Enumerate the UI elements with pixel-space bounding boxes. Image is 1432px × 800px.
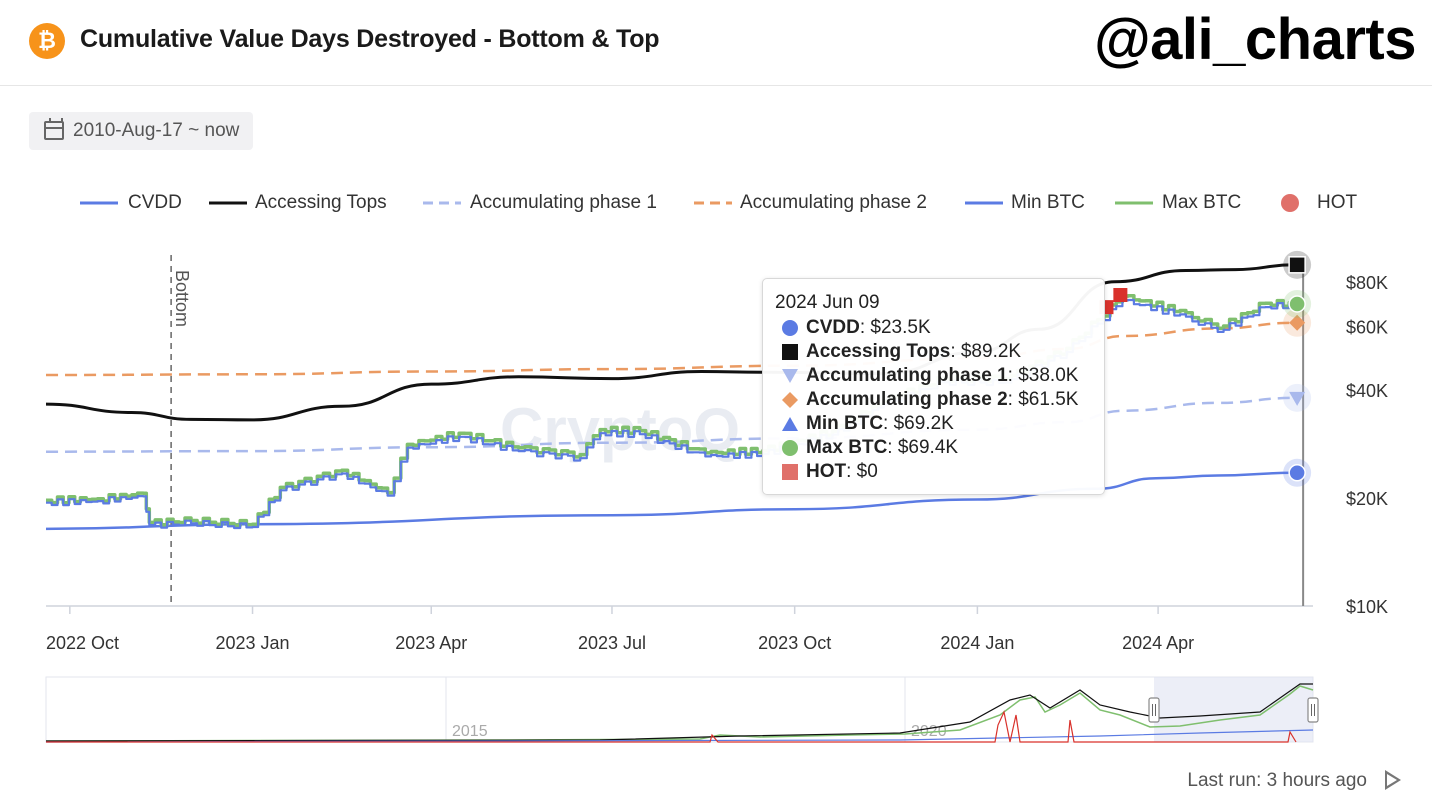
tooltip-series-name: Accessing Tops (806, 341, 951, 362)
navigator-hot-line (46, 710, 1297, 743)
header: ₿ Cumulative Value Days Destroyed - Bott… (0, 0, 1432, 86)
x-tick-label: 2022 Oct (46, 633, 119, 653)
navigator-handle[interactable] (1148, 697, 1160, 723)
navigator-tops-line (45, 683, 1313, 742)
tooltip-series-value: : $69.2K (883, 413, 954, 434)
endpoint-marker (1289, 314, 1306, 331)
tooltip-series-value: : $23.5K (859, 317, 931, 338)
last-run-status: Last run: 3 hours ago (1187, 770, 1367, 791)
triangle-up-marker-icon (782, 417, 798, 431)
x-tick-label: 2023 Apr (395, 633, 467, 653)
legend-label: Accumulating phase 1 (470, 192, 657, 213)
y-tick-label: $60K (1346, 318, 1388, 338)
endpoint-marker (1289, 391, 1306, 406)
y-tick-label: $80K (1346, 273, 1388, 293)
author-handle: @ali_charts (1094, 7, 1416, 72)
navigator-year-label: 2015 (452, 723, 488, 740)
tooltip-series-value: : $0 (846, 461, 878, 482)
series-line-cvdd (45, 471, 1296, 531)
series-line-accessing-tops (45, 263, 1296, 422)
navigator-handle[interactable] (1307, 697, 1319, 723)
price-chart[interactable]: 2022 Oct 2023 Jan 2023 Apr 2023 Jul 2023 Oct… (0, 0, 1432, 760)
tooltip-series-name: Min BTC (806, 413, 884, 434)
square-marker-icon (782, 344, 798, 360)
bitcoin-logo-icon: ₿ (29, 23, 65, 59)
legend-swatch (209, 201, 247, 205)
chart-legend: CVDD Accessing Tops Accumulating phase 1 Ac… (0, 190, 1432, 216)
x-tick-label: 2023 Oct (758, 633, 831, 653)
chart-tooltip: 2024 Jun 09 CVDD: $23.5K Accessing Tops: … (762, 278, 1105, 495)
circle-marker-icon (782, 320, 798, 336)
legend-swatch (965, 201, 1003, 205)
play-icon[interactable] (1385, 770, 1401, 790)
legend-label: HOT (1317, 192, 1358, 213)
legend-label: CVDD (128, 192, 182, 213)
tooltip-series-value: : $89.2K (950, 341, 1022, 362)
y-tick-label: $40K (1346, 381, 1388, 401)
navigator-frame (45, 676, 1314, 743)
chart-title: Cumulative Value Days Destroyed - Bottom… (80, 25, 660, 53)
x-tick-label: 2024 Apr (1122, 633, 1194, 653)
diamond-marker-icon (782, 392, 798, 408)
date-range-label: 2010-Aug-17 ~ now (73, 120, 240, 141)
date-range-picker[interactable]: 2010-Aug-17 ~ now (29, 112, 254, 150)
y-tick-label: $20K (1346, 489, 1388, 509)
x-tick-label: 2023 Jan (215, 633, 289, 653)
tooltip-series-name: CVDD (806, 317, 860, 338)
endpoint-marker (1288, 464, 1306, 482)
circle-marker-icon (782, 440, 798, 456)
tooltip-date: 2024 Jun 09 (775, 292, 880, 313)
triangle-down-marker-icon (782, 369, 798, 383)
legend-swatch (1115, 201, 1153, 205)
tooltip-series-name: Max BTC (806, 437, 888, 458)
navigator-cvdd-line (45, 729, 1314, 743)
x-tick-label: 2024 Jan (940, 633, 1014, 653)
series-line-accumulating-phase-2 (45, 321, 1296, 377)
legend-swatch (80, 201, 118, 205)
bottom-marker-label: Bottom (172, 270, 192, 327)
endpoint-marker (1288, 256, 1306, 274)
tooltip-series-value: : $38.0K (1007, 365, 1079, 386)
tooltip-series-name: HOT (806, 461, 847, 482)
tooltip-series-name: Accumulating phase 1 (806, 365, 1008, 386)
calendar-icon (44, 118, 64, 140)
hot-marker (1113, 288, 1128, 303)
tooltip-series-value: : $69.4K (887, 437, 959, 458)
tooltip-series-name: Accumulating phase 2 (806, 389, 1008, 410)
legend-swatch (1281, 194, 1299, 212)
x-tick-label: 2023 Jul (578, 633, 646, 653)
legend-label: Accessing Tops (255, 192, 387, 213)
legend-swatch (423, 201, 461, 205)
square-marker-icon (782, 464, 798, 480)
legend-label: Min BTC (1011, 192, 1085, 213)
y-tick-label: $10K (1346, 597, 1388, 617)
tooltip-series-value: : $61.5K (1007, 389, 1079, 410)
legend-swatch (694, 201, 732, 205)
legend-label: Accumulating phase 2 (740, 192, 927, 213)
endpoint-marker (1288, 295, 1306, 313)
legend-label: Max BTC (1162, 192, 1242, 213)
